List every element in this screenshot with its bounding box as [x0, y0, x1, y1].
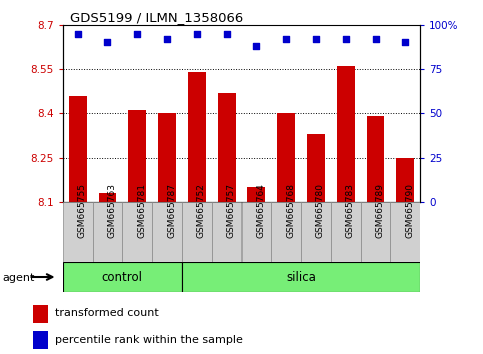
Bar: [337, 66, 355, 202]
Bar: [397, 158, 414, 202]
Bar: [99, 193, 116, 202]
Text: GSM665783: GSM665783: [346, 183, 355, 238]
Text: GSM665768: GSM665768: [286, 183, 295, 238]
Bar: [182, 202, 212, 262]
Point: [342, 36, 350, 42]
Bar: [128, 110, 146, 202]
Bar: [122, 202, 152, 262]
Text: agent: agent: [2, 273, 35, 283]
Bar: [63, 202, 93, 262]
Text: GSM665755: GSM665755: [78, 183, 86, 238]
Bar: [188, 72, 206, 202]
Bar: [158, 113, 176, 202]
Text: GSM665764: GSM665764: [256, 183, 265, 238]
Bar: [242, 202, 271, 262]
Bar: [152, 202, 182, 262]
Text: GSM665757: GSM665757: [227, 183, 236, 238]
Text: transformed count: transformed count: [55, 308, 158, 318]
Text: GSM665789: GSM665789: [376, 183, 384, 238]
Text: GSM665781: GSM665781: [137, 183, 146, 238]
Point: [163, 36, 171, 42]
Text: GDS5199 / ILMN_1358066: GDS5199 / ILMN_1358066: [70, 11, 243, 24]
Bar: [212, 202, 242, 262]
Point: [133, 31, 141, 36]
Point: [104, 40, 112, 45]
Bar: [63, 262, 182, 292]
Bar: [247, 187, 265, 202]
Text: GSM665790: GSM665790: [405, 183, 414, 238]
Text: GSM665752: GSM665752: [197, 183, 206, 238]
Bar: [182, 262, 420, 292]
Point: [372, 36, 380, 42]
Bar: [93, 202, 122, 262]
Bar: [367, 116, 384, 202]
Point: [312, 36, 320, 42]
Point: [74, 31, 82, 36]
Point: [253, 43, 260, 49]
Bar: [277, 113, 295, 202]
Text: percentile rank within the sample: percentile rank within the sample: [55, 335, 242, 346]
Bar: [218, 93, 236, 202]
Bar: [307, 134, 325, 202]
Point: [223, 31, 230, 36]
Bar: [69, 96, 86, 202]
Bar: [390, 202, 420, 262]
Text: GSM665780: GSM665780: [316, 183, 325, 238]
Point: [193, 31, 201, 36]
Point: [282, 36, 290, 42]
Bar: [361, 202, 390, 262]
Bar: [301, 202, 331, 262]
Text: silica: silica: [286, 270, 316, 284]
Text: GSM665763: GSM665763: [108, 183, 116, 238]
Bar: [33, 331, 48, 349]
Bar: [33, 305, 48, 323]
Bar: [271, 202, 301, 262]
Text: GSM665787: GSM665787: [167, 183, 176, 238]
Text: control: control: [102, 270, 143, 284]
Bar: [331, 202, 361, 262]
Point: [401, 40, 409, 45]
